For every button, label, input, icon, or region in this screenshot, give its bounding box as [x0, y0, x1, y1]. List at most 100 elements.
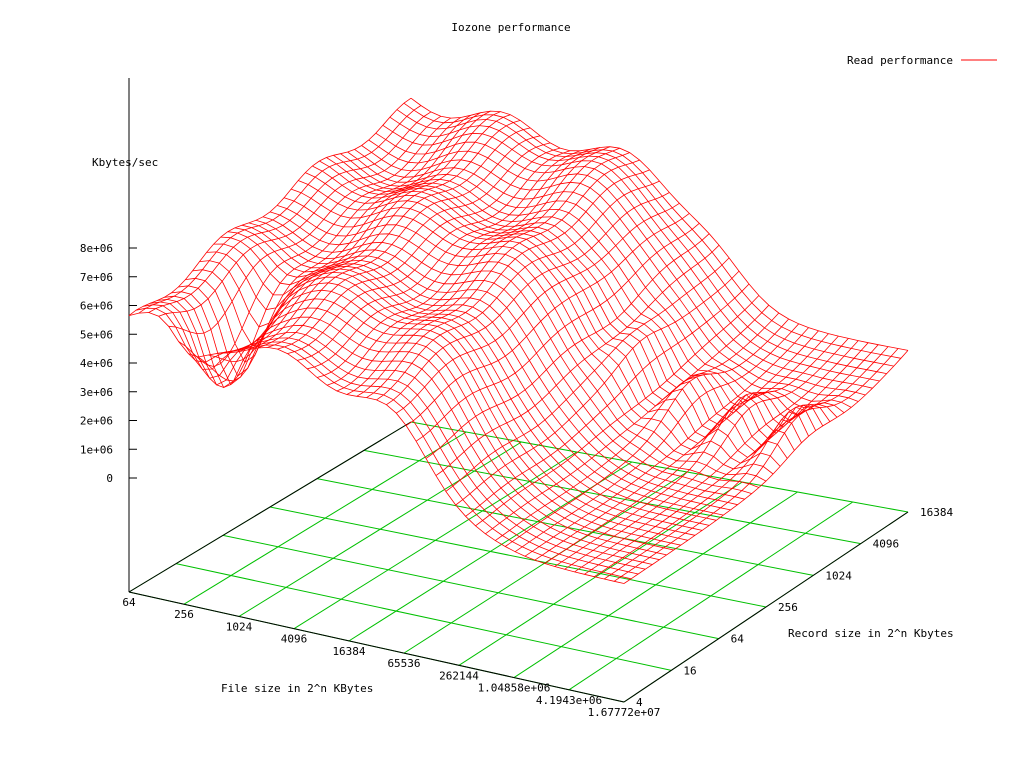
surface-line	[455, 270, 740, 506]
surface-line	[594, 344, 879, 578]
surface-line	[386, 192, 670, 406]
surface-line	[267, 142, 551, 348]
z-tick-label: 2e+06	[80, 415, 113, 428]
floor-gridline-y	[363, 449, 861, 545]
x-tick-label: 256	[174, 608, 194, 621]
surface-line	[346, 152, 630, 395]
surface-line	[241, 224, 738, 506]
surface-line	[227, 114, 511, 354]
z-axis-label: Kbytes/sec	[92, 156, 158, 169]
surface-line	[277, 147, 561, 350]
floor-gridline-y	[222, 534, 719, 640]
surface-line	[504, 318, 789, 547]
floor-gridline-y	[316, 478, 814, 576]
x-tick-label: 4.1943e+06	[536, 694, 602, 707]
surface-line	[445, 257, 730, 492]
y-tick-label: 1024	[825, 569, 852, 582]
surface-line	[415, 222, 700, 442]
y-tick-label: 4	[636, 696, 643, 709]
y-axis-line-front	[623, 511, 909, 703]
surface-line	[534, 330, 819, 561]
x-tick-label: 64	[122, 596, 136, 609]
x-tick-label: 262144	[439, 669, 479, 682]
x-tick-label: 16384	[332, 645, 365, 658]
surface-line	[465, 283, 750, 517]
surface-line	[198, 112, 481, 382]
x-tick-label: 65536	[387, 657, 420, 670]
surface-line	[485, 304, 770, 535]
surface-line	[396, 109, 894, 367]
y-tick-label: 256	[778, 601, 798, 614]
surface-line	[336, 147, 620, 392]
surface-line	[287, 150, 571, 354]
y-tick-label: 64	[731, 633, 745, 646]
surface-line	[368, 139, 866, 396]
z-tick-label: 5e+06	[80, 328, 113, 341]
surface-line	[218, 111, 501, 354]
surface-line	[564, 338, 849, 570]
surface-line	[554, 335, 839, 567]
y-axis-line	[128, 421, 412, 593]
x-tick-label: 1.67772e+07	[588, 706, 661, 719]
surface-line	[544, 333, 829, 564]
surface-line	[188, 114, 471, 388]
surface-line	[574, 340, 859, 573]
surface-line	[396, 202, 680, 414]
surface-line	[356, 159, 640, 397]
chart-title: Iozone performance	[451, 21, 570, 34]
x-axis-line	[128, 591, 625, 703]
surface-line	[603, 346, 889, 580]
y-tick-label: 16384	[920, 506, 953, 519]
z-tick-label: 6e+06	[80, 300, 113, 313]
y-tick-label: 4096	[873, 538, 900, 551]
x-tick-label: 1024	[226, 620, 253, 633]
z-tick-label: 4e+06	[80, 357, 113, 370]
surface-line	[307, 148, 591, 370]
x-axis-label: File size in 2^n KBytes	[221, 682, 373, 695]
y-axis-label: Record size in 2^n Kbytes	[788, 627, 954, 640]
surface-line	[312, 165, 809, 440]
surface-line	[623, 350, 909, 584]
z-tick-label: 8e+06	[80, 242, 113, 255]
surface-line	[128, 97, 412, 316]
floor-gridline-y	[410, 421, 909, 513]
surface-line	[148, 111, 432, 313]
surface-line	[138, 105, 422, 314]
surface-line	[237, 120, 521, 353]
surface-line	[475, 295, 760, 527]
x-tick-label: 1.04858e+06	[478, 682, 551, 695]
z-tick-label: 3e+06	[80, 386, 113, 399]
surface-line	[326, 146, 610, 386]
surface-line	[366, 169, 650, 398]
floor-gridline-y	[269, 506, 767, 608]
z-tick-label: 0	[106, 472, 113, 485]
surface-line	[283, 197, 781, 467]
surface-line	[514, 323, 799, 553]
surface-line	[425, 233, 710, 459]
surface-line	[613, 348, 899, 582]
surface-line	[495, 312, 780, 541]
surface-line	[247, 127, 531, 351]
surface-line	[234, 227, 731, 511]
surface-line	[297, 150, 581, 361]
x-tick-label: 4096	[281, 633, 308, 646]
surface-line	[524, 327, 809, 557]
surface-line	[158, 115, 442, 317]
surface-line	[435, 244, 720, 476]
surface-line	[168, 117, 452, 335]
surface-line	[208, 110, 491, 363]
legend-label: Read performance	[847, 54, 953, 67]
surface-line	[405, 213, 690, 426]
surface-line	[347, 151, 845, 414]
surface-line	[178, 117, 461, 367]
surface-line	[410, 97, 909, 351]
z-tick-label: 1e+06	[80, 443, 113, 456]
floor-gridline-y	[175, 563, 672, 671]
surface-line	[584, 342, 869, 575]
surface-line	[376, 180, 660, 401]
y-tick-label: 16	[683, 664, 696, 677]
z-tick-label: 7e+06	[80, 271, 113, 284]
surface-line	[316, 147, 601, 378]
surface-line	[257, 135, 541, 349]
